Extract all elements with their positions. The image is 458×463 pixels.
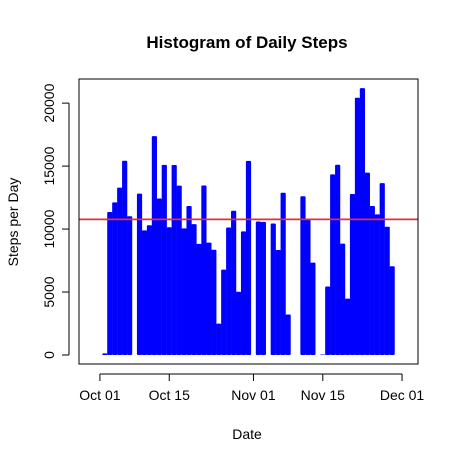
- y-tick-label: 0: [41, 351, 57, 359]
- bar: [141, 230, 148, 355]
- bar: [161, 164, 167, 355]
- bar: [270, 223, 276, 355]
- y-tick-label: 15000: [41, 146, 57, 185]
- bar: [112, 202, 118, 355]
- bar: [171, 165, 177, 355]
- bar: [389, 266, 395, 355]
- bar: [235, 291, 242, 355]
- x-axis-label: Date: [232, 426, 262, 442]
- y-axis: 0 5000 10000 15000 20000: [41, 83, 70, 359]
- bar: [122, 160, 128, 355]
- bar: [156, 198, 162, 355]
- bar: [191, 224, 197, 355]
- y-tick-label: 10000: [41, 209, 57, 248]
- x-tick-label: Nov 15: [301, 387, 346, 403]
- x-tick-label: Oct 15: [149, 387, 190, 403]
- y-tick-label: 5000: [41, 276, 57, 307]
- bar: [127, 216, 133, 355]
- bar: [320, 354, 326, 355]
- bar: [231, 210, 237, 355]
- chart-title: Histogram of Daily Steps: [146, 33, 347, 52]
- bar: [102, 353, 108, 355]
- bar: [260, 221, 266, 355]
- bar: [196, 243, 202, 355]
- bar: [335, 164, 341, 355]
- bar: [364, 172, 370, 355]
- bar: [384, 226, 390, 355]
- bar: [245, 160, 252, 355]
- bar: [146, 225, 153, 355]
- bar: [379, 183, 385, 355]
- bar: [330, 174, 336, 355]
- y-axis-label: Steps per Day: [5, 178, 21, 267]
- bar: [344, 298, 351, 355]
- bar: [275, 250, 281, 355]
- bar: [186, 206, 192, 355]
- bar: [151, 136, 157, 355]
- bar: [374, 214, 380, 355]
- bar: [136, 193, 143, 355]
- bar: [211, 249, 217, 355]
- bar: [107, 212, 113, 355]
- bar: [359, 88, 366, 355]
- bar: [206, 242, 212, 355]
- plot-frame: [78, 78, 419, 365]
- bar: [305, 219, 311, 355]
- x-tick-label: Dec 01: [380, 387, 425, 403]
- bar: [226, 227, 232, 355]
- bar: [354, 97, 361, 356]
- bar: [221, 269, 227, 355]
- x-axis: Oct 01 Oct 15 Nov 01 Nov 15 Dec 01: [79, 373, 425, 403]
- bar: [280, 192, 286, 355]
- bar: [240, 231, 247, 355]
- x-tick-label: Nov 01: [231, 387, 276, 403]
- bar: [340, 243, 346, 355]
- bar: [369, 205, 375, 355]
- bar: [255, 221, 262, 355]
- bar: [181, 228, 187, 355]
- bar-series: [102, 88, 395, 356]
- bar: [216, 323, 222, 355]
- bar: [201, 185, 207, 355]
- bar: [285, 314, 291, 355]
- bar: [310, 262, 316, 355]
- bar: [176, 185, 182, 355]
- bar: [166, 227, 172, 355]
- x-tick-label: Oct 01: [79, 387, 120, 403]
- y-tick-label: 20000: [41, 83, 57, 122]
- bar: [117, 187, 123, 355]
- bar: [349, 193, 356, 355]
- bar: [300, 196, 306, 355]
- bar: [325, 286, 331, 355]
